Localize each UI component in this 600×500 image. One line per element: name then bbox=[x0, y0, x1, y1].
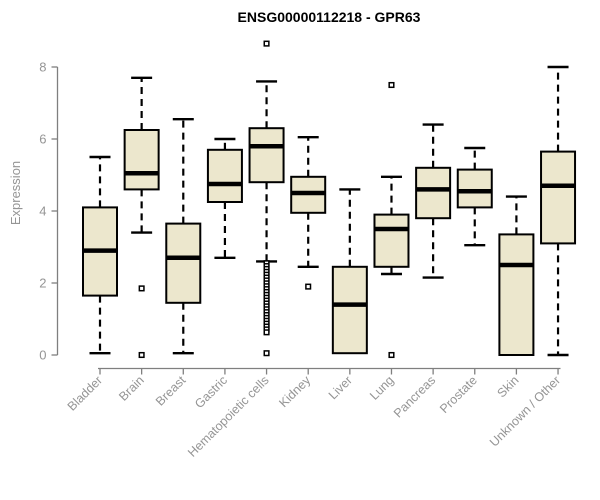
chart-title: ENSG00000112218 - GPR63 bbox=[238, 9, 421, 25]
outlier-hematopoietic-cells-25 bbox=[263, 329, 270, 336]
boxplot-prostate bbox=[456, 146, 493, 247]
x-tick-label-gastric: Gastric bbox=[192, 373, 230, 411]
y-axis-title: Expression bbox=[8, 161, 23, 225]
outlier-kidney-0 bbox=[305, 283, 312, 290]
outlier-hematopoietic-cells-0 bbox=[263, 40, 270, 47]
y-tick-label-6: 6 bbox=[39, 132, 46, 147]
outlier-hematopoietic-cells-26 bbox=[263, 350, 270, 357]
boxplot-unknown-other bbox=[540, 65, 577, 357]
boxplot-pancreas bbox=[415, 123, 452, 279]
box-lung bbox=[373, 213, 410, 268]
boxplot-breast bbox=[165, 117, 202, 355]
outlier-brain-1 bbox=[138, 351, 145, 359]
boxplot-liver bbox=[331, 188, 368, 355]
boxplot-hematopoietic-cells bbox=[248, 40, 285, 357]
box-unknown-other bbox=[540, 150, 577, 245]
x-tick-label-hematopoietic-cells: Hematopoietic cells bbox=[185, 373, 272, 460]
x-tick-label-pancreas: Pancreas bbox=[391, 373, 438, 420]
box-pancreas bbox=[415, 166, 452, 220]
y-axis: 0 2 4 6 8 bbox=[39, 60, 59, 363]
x-tick-label-bladder: Bladder bbox=[65, 373, 105, 413]
x-tick-label-brain: Brain bbox=[116, 373, 147, 404]
boxplot-kidney bbox=[290, 135, 327, 290]
box-skin bbox=[498, 233, 535, 356]
outlier-lung-1 bbox=[388, 351, 395, 359]
x-tick-label-unknown-other: Unknown / Other bbox=[487, 373, 563, 449]
x-tick-label-kidney: Kidney bbox=[276, 373, 313, 410]
y-tick-label-4: 4 bbox=[39, 204, 46, 219]
x-tick-label-liver: Liver bbox=[326, 373, 355, 402]
x-tick-label-skin: Skin bbox=[494, 373, 521, 400]
box-brain bbox=[123, 129, 160, 191]
boxplot-gastric bbox=[206, 137, 243, 259]
boxplot-brain bbox=[123, 76, 160, 359]
plot-area bbox=[82, 40, 577, 359]
y-tick-label-2: 2 bbox=[39, 276, 46, 291]
boxplot-skin bbox=[498, 195, 535, 356]
box-gastric bbox=[206, 148, 243, 204]
boxplot-lung bbox=[373, 81, 410, 359]
y-tick-label-8: 8 bbox=[39, 60, 46, 75]
y-tick-label-0: 0 bbox=[39, 348, 46, 363]
box-breast bbox=[165, 222, 202, 304]
x-tick-label-lung: Lung bbox=[367, 373, 397, 403]
box-prostate bbox=[456, 168, 493, 209]
outlier-brain-0 bbox=[138, 285, 145, 292]
x-tick-label-breast: Breast bbox=[153, 373, 189, 409]
x-tick-label-prostate: Prostate bbox=[437, 373, 480, 416]
boxplot-bladder bbox=[82, 155, 118, 355]
outlier-lung-0 bbox=[388, 81, 395, 89]
box-liver bbox=[331, 265, 368, 355]
box-hematopoietic-cells bbox=[248, 127, 285, 184]
